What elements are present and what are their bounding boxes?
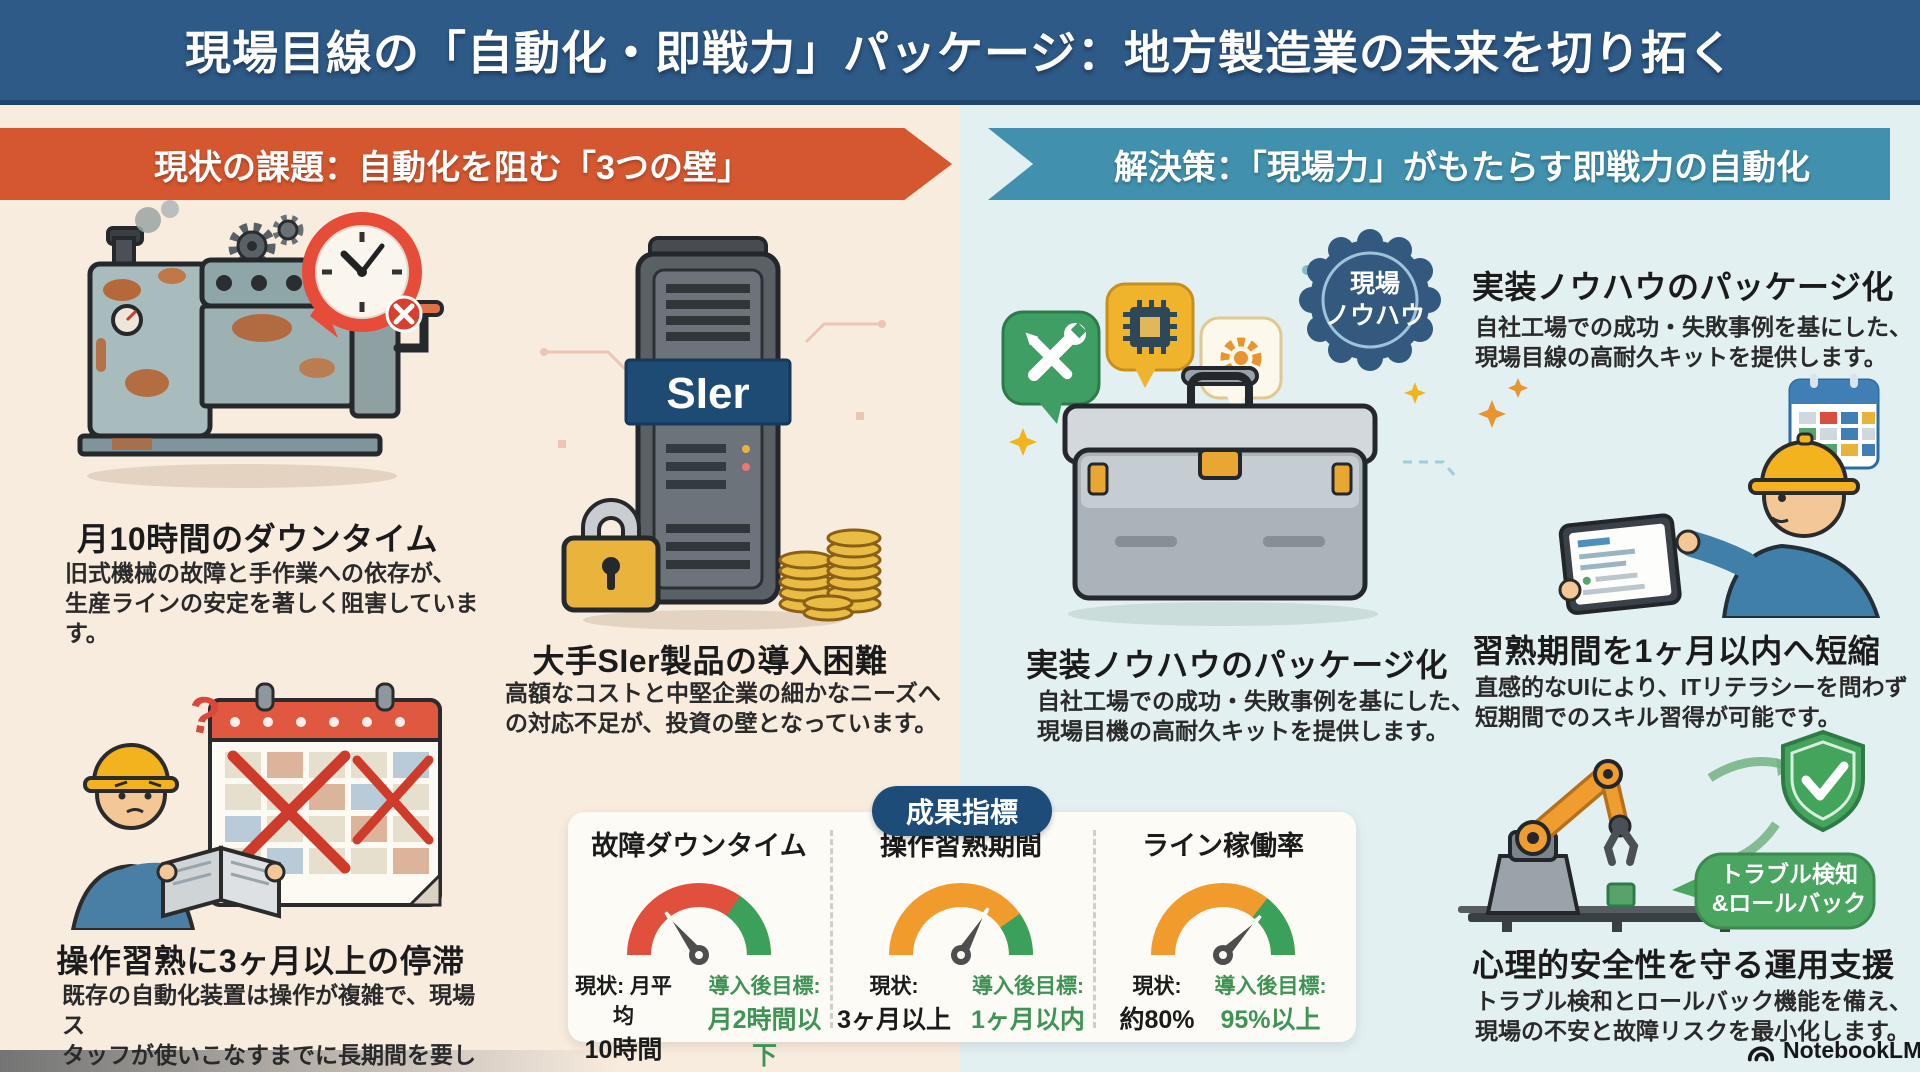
safety-title: 心理的安全性を守る運用支援 <box>1472 947 1895 983</box>
gauge-title: 故障ダウンタイム <box>591 831 807 861</box>
package-desc: 自社工場での成功・失敗事例を基にした、 現場目線の高耐久キットを提供します。 <box>1475 314 1912 370</box>
coins-icon <box>778 528 882 622</box>
utilization-gauge <box>1151 883 1295 965</box>
problem-banner-label: 現状の課題：自動化を阻む「3つの壁」 <box>154 148 751 187</box>
toolbox-package-title: 実装ノウハウのパッケージ化 <box>1026 647 1448 683</box>
kpi-training-column: 操作習熟期間 現状: 3ヶ月以上 導入後目標: 1ヶ月以内 <box>830 812 1092 1042</box>
rusty-machine-illustration <box>77 200 444 488</box>
gauge-target: 導入後目標: 月2時間以下 <box>707 975 822 1070</box>
downtime-desc: 旧式機械の故障と手作業への依存が、 生産ラインの安定を著しく阻害しています。 <box>65 560 479 646</box>
kpi-badge: 成果指標 <box>872 786 1052 836</box>
hard-hat-icon <box>83 743 179 793</box>
sier-label: SIer <box>666 369 749 418</box>
solution-banner-label: 解決策：「現場力」がもたらす即戦力の自動化 <box>1113 148 1811 187</box>
kpi-separator <box>1093 830 1096 1028</box>
learning-delay-desc: 既存の自動化装置は操作が複雑で、現場ス タッフが使いこなすまでに長期間を要します… <box>62 982 476 1068</box>
chip-bubble-icon <box>1105 282 1195 388</box>
sier-difficulty-desc: 高額なコストと中堅企業の細かなニーズへ の対応不足が、投資の壁となっています。 <box>505 680 941 736</box>
bottom-edge-shadow <box>0 1050 620 1072</box>
server-tower-illustration: SIer <box>540 236 886 630</box>
knowhow-badge <box>1299 229 1441 371</box>
toolbox-package-desc: 自社工場での成功・失敗事例を基にした、 現場目機の高耐久キットを提供します。 <box>1037 688 1474 744</box>
header-bar: 現場目線の「自動化・即戦力」パッケージ：地方製造業の未来を切り拓く <box>0 0 1920 105</box>
kpi-panel: 故障ダウンタイム 現状: 月平均 10時間 導入後目標: 月2時間以下 <box>568 812 1356 1070</box>
safety-desc: トラブル検和とロールバック機能を備え、 現場の不安と故障リスクを最小化します。 <box>1475 988 1912 1044</box>
training-gauge <box>889 883 1033 965</box>
shield-check-icon <box>1781 729 1865 833</box>
tablet-worker-illustration <box>1478 374 1881 618</box>
gauge-target: 導入後目標: 95%以上 <box>1214 975 1327 1034</box>
watermark: NotebookLM <box>1746 1037 1920 1064</box>
wrench-bubble-icon <box>1001 310 1101 424</box>
toolbox-icon <box>1062 366 1378 601</box>
worker-manual-illustration: ? <box>70 682 442 930</box>
alarm-clock-icon <box>302 212 423 338</box>
robot-arm-illustration <box>1458 729 1876 932</box>
manual-book-icon <box>161 845 281 919</box>
knowhow-badge-label: 現場 ノウハウ <box>1324 270 1425 330</box>
gauge-title: 操作習熟期間 <box>880 831 1042 861</box>
tablet-icon <box>1558 513 1682 615</box>
hard-hat-icon <box>1748 432 1860 495</box>
notebooklm-logo-icon <box>1747 1045 1775 1061</box>
calendar-icon <box>208 682 442 907</box>
downtime-title: 月10時間のダウンタイム <box>77 521 438 557</box>
padlock-icon <box>561 498 661 613</box>
gauge-current: 現状: 3ヶ月以上 <box>837 975 951 1034</box>
rollback-bubble-label: トラブル検知 &ロールバック <box>1711 861 1867 916</box>
gauge-target: 導入後目標: 1ヶ月以内 <box>971 975 1085 1034</box>
kpi-separator <box>830 830 833 1028</box>
training-desc: 直感的なUIにより、ITリテラシーを問わず 短期間でのスキル習得が可能です。 <box>1475 674 1908 730</box>
gauge-current: 現状: 約80% <box>1119 975 1195 1034</box>
sier-difficulty-title: 大手SIer製品の導入困難 <box>532 643 888 679</box>
kpi-utilization-column: ライン稼働率 現状: 約80% 導入後目標: 95%以上 <box>1092 812 1354 1042</box>
package-title: 実装ノウハウのパッケージ化 <box>1472 269 1894 305</box>
gauge-title: ライン稼働率 <box>1142 831 1304 861</box>
training-title: 習熟期間を1ヶ月以内へ短縮 <box>1472 633 1881 669</box>
watermark-label: NotebookLM <box>1783 1037 1920 1063</box>
toolbox-illustration <box>1001 229 1457 626</box>
kpi-downtime-column: 故障ダウンタイム 現状: 月平均 10時間 導入後目標: 月2時間以下 <box>568 812 830 1070</box>
learning-delay-title: 操作習熟に3ヶ月以上の停滞 <box>56 943 465 979</box>
problem-section-banner: 現状の課題：自動化を阻む「3つの壁」 <box>0 128 952 200</box>
downtime-gauge <box>627 883 771 965</box>
rollback-bubble <box>1672 852 1876 930</box>
sier-label-plate: SIer <box>624 358 792 426</box>
solution-section-banner: 解決策：「現場力」がもたらす即戦力の自動化 <box>988 128 1890 200</box>
page-title: 現場目線の「自動化・即戦力」パッケージ：地方製造業の未来を切り拓く <box>184 27 1736 79</box>
gauge-current: 現状: 月平均 10時間 <box>575 975 672 1064</box>
